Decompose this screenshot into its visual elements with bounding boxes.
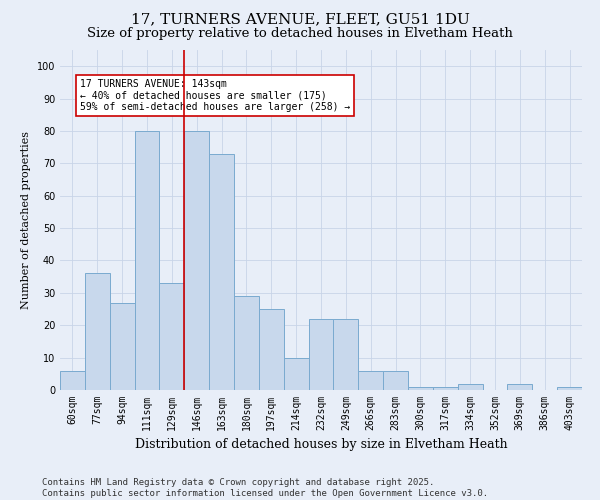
Bar (408, 387, 433, 390)
Bar (184, 131, 209, 390)
Bar (134, 131, 160, 390)
Bar (308, 319, 334, 390)
Bar (60, 370, 85, 390)
Bar (209, 154, 234, 390)
Bar (160, 283, 184, 390)
Y-axis label: Number of detached properties: Number of detached properties (21, 131, 31, 309)
Text: 17, TURNERS AVENUE, FLEET, GU51 1DU: 17, TURNERS AVENUE, FLEET, GU51 1DU (131, 12, 469, 26)
Bar (358, 370, 383, 390)
Bar (234, 296, 259, 390)
Bar (458, 384, 482, 390)
Bar (284, 358, 308, 390)
Bar (110, 302, 134, 390)
Bar (85, 274, 110, 390)
Text: 17 TURNERS AVENUE: 143sqm
← 40% of detached houses are smaller (175)
59% of semi: 17 TURNERS AVENUE: 143sqm ← 40% of detac… (80, 79, 350, 112)
Bar (334, 319, 358, 390)
Bar (433, 387, 458, 390)
X-axis label: Distribution of detached houses by size in Elvetham Heath: Distribution of detached houses by size … (134, 438, 508, 452)
Bar (557, 387, 582, 390)
Text: Contains HM Land Registry data © Crown copyright and database right 2025.
Contai: Contains HM Land Registry data © Crown c… (42, 478, 488, 498)
Bar (508, 384, 532, 390)
Bar (383, 370, 408, 390)
Bar (259, 309, 284, 390)
Text: Size of property relative to detached houses in Elvetham Heath: Size of property relative to detached ho… (87, 28, 513, 40)
